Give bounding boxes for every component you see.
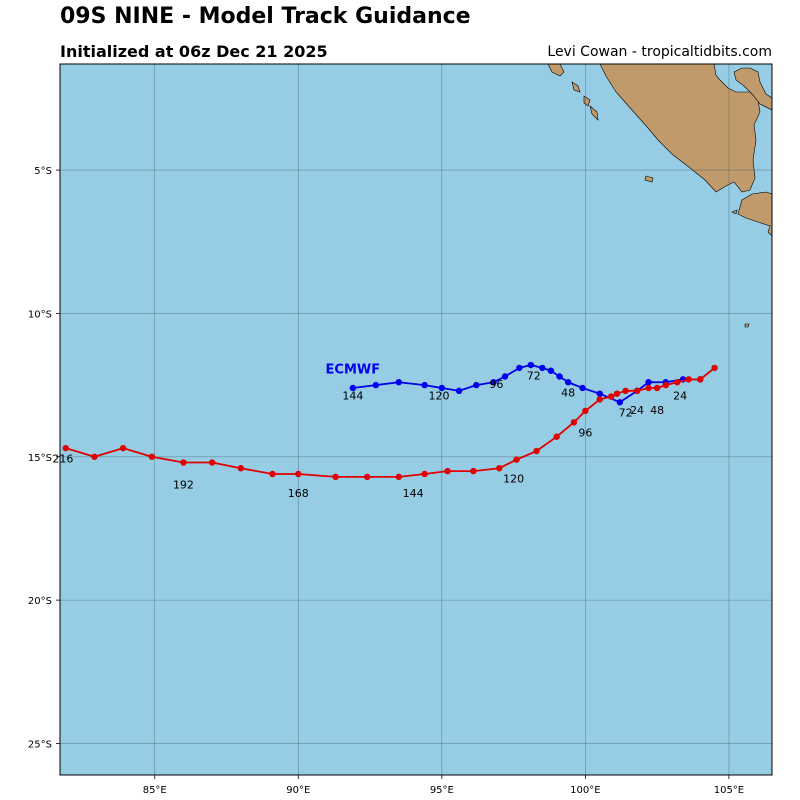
track-point [363, 473, 371, 481]
forecast-hour-label: 48 [650, 404, 664, 417]
lat-tick-label: 25°S [28, 739, 52, 750]
island-b [571, 81, 581, 93]
forecast-hour-label: 96 [489, 378, 503, 391]
lat-tick-label: 15°S [28, 453, 52, 464]
track-point [91, 453, 98, 460]
track-point [547, 367, 555, 374]
track-point [62, 444, 69, 452]
forecast-hour-label: 192 [173, 478, 194, 491]
lon-tick-label: 105°E [714, 785, 744, 796]
island-a [547, 64, 565, 77]
track-point [470, 467, 477, 475]
track-point [622, 387, 629, 395]
model-labels: ECMWF [326, 363, 381, 378]
forecast-hour-label: 216 [52, 453, 73, 466]
forecast-hour-label: 48 [561, 387, 575, 400]
forecast-hour-label: 120 [503, 473, 524, 486]
track-point [533, 447, 540, 455]
lat-tick-label: 5°S [34, 166, 52, 177]
track-point [473, 381, 480, 389]
forecast-hour-label: 72 [619, 407, 633, 420]
forecast-hour-label: 144 [403, 487, 424, 500]
track-point [395, 473, 402, 481]
island-f [733, 67, 772, 111]
land-masses [547, 64, 772, 328]
track-point [539, 364, 546, 372]
track-point [556, 373, 563, 380]
gridlines [60, 64, 772, 775]
track-point [421, 470, 428, 478]
track-point [516, 364, 523, 372]
track-point [501, 373, 509, 380]
track-point [372, 381, 380, 389]
map-title: 09S NINE - Model Track Guidance [60, 4, 471, 29]
track-point [570, 419, 578, 426]
track-point [674, 379, 681, 386]
track-point [269, 470, 276, 478]
island-h [744, 323, 750, 328]
track-point [180, 459, 187, 466]
track-point [349, 384, 357, 392]
track-point [613, 390, 621, 397]
track-point [237, 465, 245, 472]
map-subtitle: Initialized at 06z Dec 21 2025 [60, 42, 328, 61]
track-point [579, 384, 586, 392]
track-point [332, 473, 339, 481]
lon-tick-label: 95°E [430, 785, 454, 796]
track-point [119, 444, 127, 452]
track-point [616, 399, 624, 406]
track-point [148, 453, 156, 460]
track-point [685, 376, 692, 383]
lat-tick-label: 20°S [28, 596, 52, 607]
track-point [438, 384, 446, 392]
track-point [582, 407, 589, 415]
tracks-layer [62, 361, 718, 481]
forecast-hour-label: 120 [428, 389, 449, 402]
island-g [731, 209, 738, 215]
ocean-background [60, 64, 772, 775]
track-point [608, 393, 615, 400]
credit-text: Levi Cowan - tropicaltidbits.com [547, 44, 772, 60]
model-name-label: ECMWF [326, 363, 381, 378]
track-point [553, 433, 560, 440]
island-e [644, 175, 654, 183]
axis-ticks: 85°E 90°E 95°E 100°E 105°E 5°S 10°S 15°S 20°S 25°… [28, 166, 744, 796]
track-point [645, 384, 652, 392]
track-point [662, 381, 669, 389]
lon-tick-label: 90°E [286, 785, 310, 796]
track-point [564, 379, 572, 386]
track-point [395, 379, 402, 386]
track-point [633, 387, 641, 395]
forecast-hour-label: 144 [342, 389, 363, 402]
lon-tick-label: 85°E [143, 785, 167, 796]
track-point [513, 456, 520, 463]
track-point [490, 379, 497, 386]
lat-tick-label: 10°S [28, 309, 52, 320]
hour-labels: 24 48 72 96 120 144 24 48 72 96 120 144 168 192 216 [52, 369, 687, 500]
track-point [711, 364, 718, 372]
forecast-hour-label: 24 [673, 389, 687, 402]
track-point [596, 396, 603, 403]
track-point [208, 459, 216, 466]
forecast-hour-label: 24 [630, 404, 644, 417]
map-frame [59, 63, 773, 776]
track-point [421, 381, 428, 389]
java-land [737, 191, 772, 237]
track-point [295, 470, 302, 478]
track-point [496, 465, 503, 472]
sumatra-land [599, 64, 761, 193]
lon-tick-label: 100°E [570, 785, 600, 796]
island-d [589, 105, 599, 121]
track-point [527, 361, 535, 369]
track-point [645, 379, 652, 386]
track-point [444, 467, 451, 475]
track-point [653, 384, 661, 392]
forecast-hour-label: 96 [578, 427, 592, 440]
forecast-hour-label: 168 [288, 487, 309, 500]
track-point [697, 376, 704, 383]
track-point [596, 390, 603, 397]
track-point [455, 387, 463, 395]
forecast-hour-label: 72 [527, 369, 541, 382]
